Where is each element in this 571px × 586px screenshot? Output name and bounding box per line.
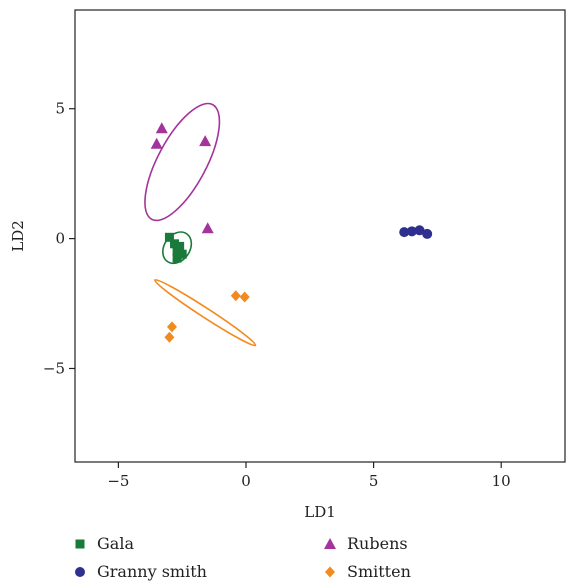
y-axis: −5 0 5 [43,100,75,377]
legend-label-granny-smith: Granny smith [97,562,207,581]
point-granny-smith [399,227,410,238]
point-smitten [239,291,250,303]
y-axis-label: LD2 [9,220,27,252]
data-points [150,122,433,343]
point-granny-smith [406,226,417,237]
point-gala [177,249,187,259]
ellipse-smitten [153,278,257,347]
point-gala [172,253,182,263]
point-rubens [199,135,212,147]
x-tick-label: 0 [241,472,251,490]
legend-marker-granny-smith [75,567,85,577]
x-axis: −5 0 5 10 [107,462,511,490]
point-smitten [164,331,175,343]
legend-label-smitten: Smitten [347,562,411,581]
legend-label-rubens: Rubens [347,534,408,553]
point-granny-smith [422,228,433,239]
plot-frame [74,9,566,463]
ellipse-rubens [144,102,221,222]
legend-marker-rubens [324,538,336,549]
point-smitten [166,321,177,333]
point-granny-smith [414,225,425,236]
y-tick-label: 5 [55,100,65,118]
point-rubens [201,222,214,234]
legend-marker-gala [75,539,85,549]
x-tick-label: 10 [492,472,511,490]
point-rubens [150,137,163,149]
y-tick-label: −5 [43,359,65,377]
point-gala [175,241,185,251]
y-tick-label: 0 [55,230,65,248]
legend: Gala Granny smith Rubens Smitten [75,534,411,581]
point-rubens [155,122,168,134]
point-smitten [230,290,241,302]
point-gala [170,239,180,249]
legend-label-gala: Gala [97,534,134,553]
x-tick-label: −5 [107,472,129,490]
x-tick-label: 5 [369,472,379,490]
point-gala [172,247,182,257]
x-axis-label: LD1 [304,503,336,521]
legend-marker-smitten [325,566,335,578]
confidence-ellipses [144,102,257,347]
point-gala [164,232,174,242]
